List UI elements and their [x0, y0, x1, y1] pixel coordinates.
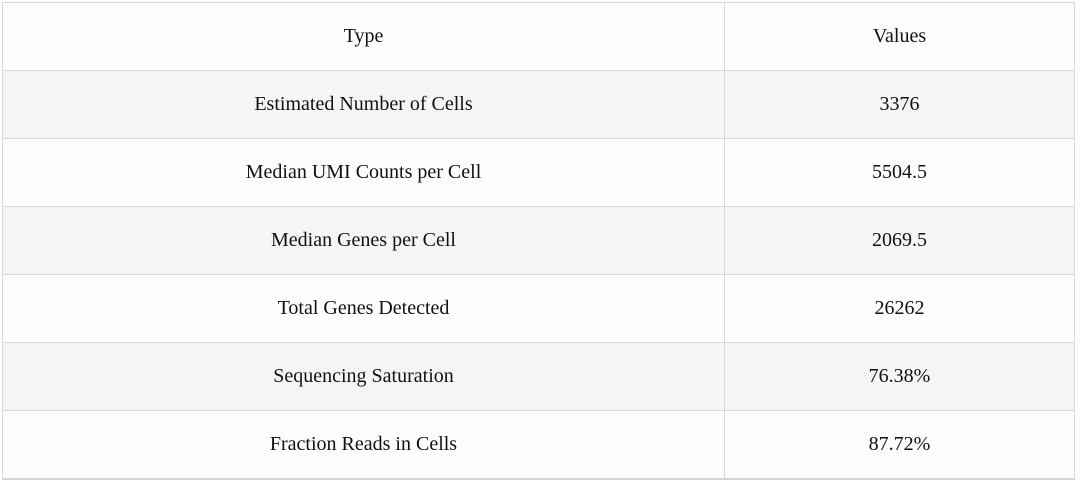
metric-name-cell: Total Genes Detected — [2, 274, 725, 343]
metric-value-cell: 3376 — [724, 70, 1075, 139]
metric-value-cell: 76.38% — [724, 342, 1075, 411]
metric-value-cell: 87.72% — [724, 410, 1075, 480]
metric-name-cell: Estimated Number of Cells — [2, 70, 725, 139]
metric-value-cell: 26262 — [724, 274, 1075, 343]
table-row: Fraction Reads in Cells 87.72% — [2, 410, 1075, 480]
metric-name-cell: Median UMI Counts per Cell — [2, 138, 725, 207]
table-row: Estimated Number of Cells 3376 — [2, 70, 1075, 139]
metric-value-cell: 5504.5 — [724, 138, 1075, 207]
table-header-row: Type Values — [2, 2, 1075, 71]
metric-value-cell: 2069.5 — [724, 206, 1075, 275]
table-row: Median Genes per Cell 2069.5 — [2, 206, 1075, 275]
column-header-values: Values — [724, 2, 1075, 71]
table-row: Median UMI Counts per Cell 5504.5 — [2, 138, 1075, 207]
metric-name-cell: Fraction Reads in Cells — [2, 410, 725, 480]
metric-name-cell: Sequencing Saturation — [2, 342, 725, 411]
table-row: Total Genes Detected 26262 — [2, 274, 1075, 343]
column-header-type: Type — [2, 2, 725, 71]
table-row: Sequencing Saturation 76.38% — [2, 342, 1075, 411]
metric-name-cell: Median Genes per Cell — [2, 206, 725, 275]
